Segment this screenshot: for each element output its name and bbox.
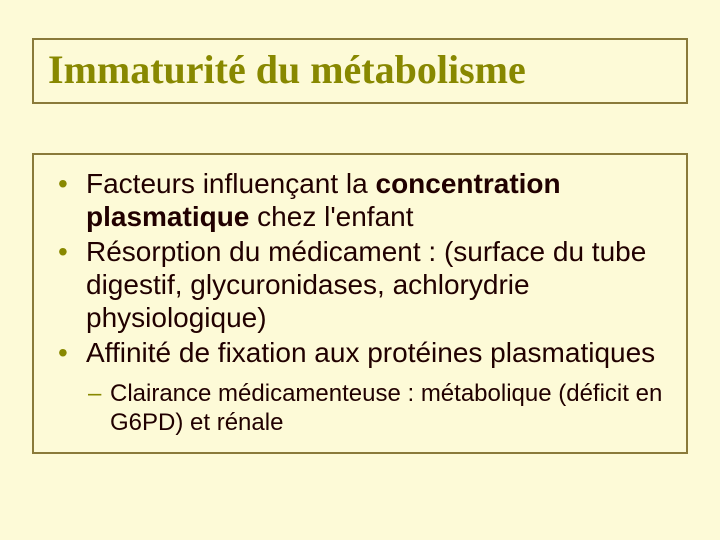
sub-bullet-1-text: Clairance médicamenteuse : métabolique (… bbox=[110, 380, 662, 436]
slide-title: Immaturité du métabolisme bbox=[48, 48, 672, 92]
bullet-item-1: Facteurs influençant la concentration pl… bbox=[52, 167, 668, 233]
bullet-list: Facteurs influençant la concentration pl… bbox=[52, 167, 668, 369]
bullet-3-underline: Affinité de fixation bbox=[86, 337, 307, 368]
bullet-item-2: Résorption du médicament : (surface du t… bbox=[52, 235, 668, 334]
sub-bullet-list: Clairance médicamenteuse : métabolique (… bbox=[52, 379, 668, 438]
sub-bullet-1: Clairance médicamenteuse : métabolique (… bbox=[52, 379, 668, 438]
title-container: Immaturité du métabolisme bbox=[32, 38, 688, 104]
bullet-1-text-post: chez l'enfant bbox=[249, 201, 413, 232]
body-container: Facteurs influençant la concentration pl… bbox=[32, 153, 688, 454]
bullet-item-3: Affinité de fixation aux protéines plasm… bbox=[52, 336, 668, 369]
bullet-2-underline: Résorption bbox=[86, 236, 221, 267]
bullet-1-text-pre: Facteurs influençant la bbox=[86, 168, 376, 199]
bullet-3-text-post: aux protéines plasmatiques bbox=[307, 337, 656, 368]
